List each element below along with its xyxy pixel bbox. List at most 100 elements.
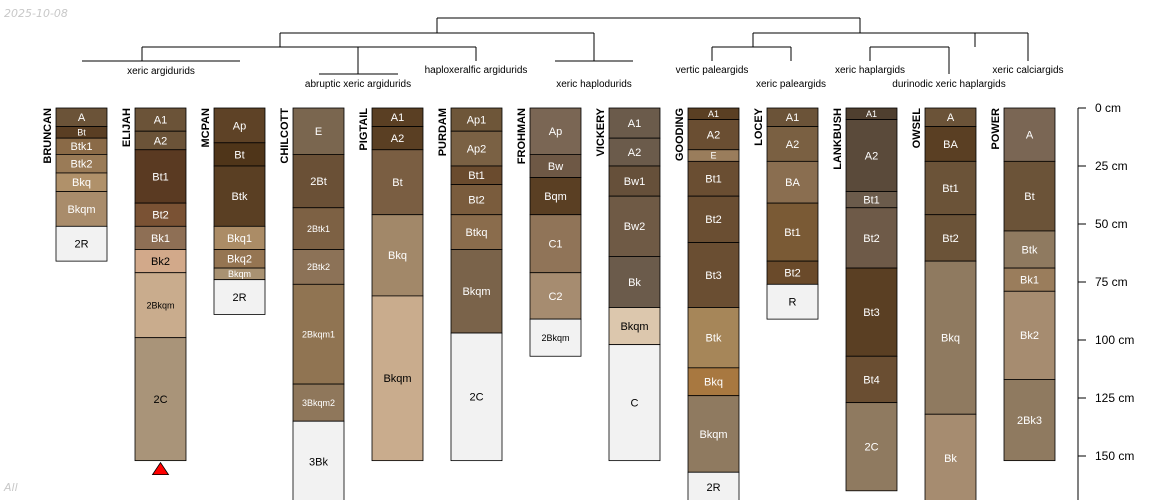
truncation-marker [151,461,170,476]
depth-tick-label: 0 cm [1095,101,1121,115]
depth-tick-label: 125 cm [1095,391,1134,405]
horizon [924,413,977,500]
horizon [292,107,345,155]
horizon-label: Bkq2 [227,254,252,266]
horizon-label: Bw1 [624,176,645,188]
taxa-label: vertic paleargids [676,65,749,76]
horizon [450,130,503,167]
horizon-label: Ap [233,120,246,132]
horizon [292,153,345,209]
horizon [292,207,345,250]
horizon [687,307,740,369]
horizon [924,214,977,262]
horizon [134,272,187,339]
horizon [529,177,582,216]
horizon [608,256,661,308]
horizon-label: A2 [391,133,404,145]
horizon-label: Btk [232,191,248,203]
horizon-label: Bkqm [67,204,95,216]
profile-purdam: Ap1 Ap2 Bt1 Bt2 Btkq Bkqm 2C PURDAM [437,107,503,462]
horizon-label: Bk [944,453,957,465]
taxa-label: xeric calciargids [992,65,1063,76]
horizon [766,126,819,162]
profile-mcpan: Ap Bt Btk Bkq1 Bkq2 Bkqm 2R MCPAN [200,107,266,315]
horizon-label: A2 [628,147,641,159]
horizon-label: Btk2 [70,159,92,171]
horizon [213,279,266,315]
date-label: 2025-10-08 [4,7,68,20]
horizon-label: Bkq1 [227,233,252,245]
horizon-label: Bk [628,277,641,289]
horizon-label: 2Bkqm1 [302,329,335,339]
profile-name: POWER [990,108,1002,150]
taxa-label: abruptic xeric argidurids [305,79,411,90]
horizon-label: Bkq [704,377,723,389]
horizon-label: Bw [548,161,563,173]
horizon-label: 2R [706,482,720,494]
horizon-label: 3Bkqm2 [302,398,335,408]
horizon-label: A2 [707,130,720,142]
taxa-label: xeric argidurids [127,66,195,77]
horizon [845,402,898,492]
profile-name: GOODING [674,108,686,161]
horizon-label: Bt2 [863,233,880,245]
horizon-label: Btk [1022,244,1038,256]
taxa-label: xeric haplargids [835,65,905,76]
horizon-label: A1 [708,109,719,119]
profile-frohman: Ap Bw Bqm C1 C2 2Bkqm FROHMAN [516,107,582,357]
horizon-label: C [631,397,639,409]
horizon [134,149,187,204]
horizon [924,126,977,162]
horizon [687,160,740,197]
horizon [924,260,977,415]
horizon-label: 2Btk2 [307,262,330,272]
horizon-label: Bt2 [705,214,722,226]
depth-tick-label: 100 cm [1095,333,1134,347]
horizon [292,249,345,285]
profile-name: FROHMAN [516,108,528,164]
horizon-label: A1 [628,118,641,130]
horizon [1003,290,1056,380]
profile-bruncan: A Bt Btk1 Btk2 Bkq Bkqm 2R BRUNCAN [42,107,108,262]
horizon-label: A [1026,130,1034,142]
horizon-label: Bt1 [784,227,801,239]
horizon [766,283,819,320]
horizon-label: Bt4 [863,374,880,386]
taxa-label: xeric paleargids [756,79,826,90]
horizon-label: 2Bk3 [1017,415,1042,427]
horizon-label: Bk1 [1020,275,1039,287]
horizon-label: E [315,126,322,138]
horizon [450,332,503,462]
horizon [687,195,740,243]
horizon [1003,160,1056,232]
horizon [213,107,266,144]
horizon-label: Bkqm [228,269,251,279]
horizon [845,267,898,357]
horizon [687,119,740,151]
horizon-label: Bkqm [383,373,411,385]
horizon-label: 2C [469,392,483,404]
horizon-label: C1 [548,239,562,251]
horizon-label: Bt [234,149,244,161]
profile-name: PURDAM [437,108,449,156]
horizon-label: Bkq [72,177,91,189]
depth-axis: 0 cm 25 cm 50 cm 75 cm 100 cm 125 cm 150 cm [1077,101,1134,500]
horizon-label: 2Bkqm [146,300,174,310]
horizon [608,107,661,139]
profile-chilcott: E 2Bt 2Btk1 2Btk2 2Bkqm1 3Bkqm2 3Bk CHILCOTT [279,107,345,500]
profile-owsel: A BA Bt1 Bt2 Bkq Bk OWSEL [911,107,977,500]
horizon-label: BA [943,139,958,151]
horizon [1003,379,1056,462]
profile-name: MCPAN [200,108,212,148]
horizon-label: Bt2 [152,210,169,222]
horizon-label: A1 [391,112,404,124]
horizon [687,367,740,397]
horizon [292,420,345,500]
horizon-label: A [947,112,955,124]
depth-tick-label: 75 cm [1095,275,1128,289]
horizon [845,207,898,269]
horizon-label: BA [785,177,800,189]
profile-locey: A1 A2 BA Bt1 Bt2 R LOCEY [753,107,819,320]
horizon-label: E [710,151,716,161]
